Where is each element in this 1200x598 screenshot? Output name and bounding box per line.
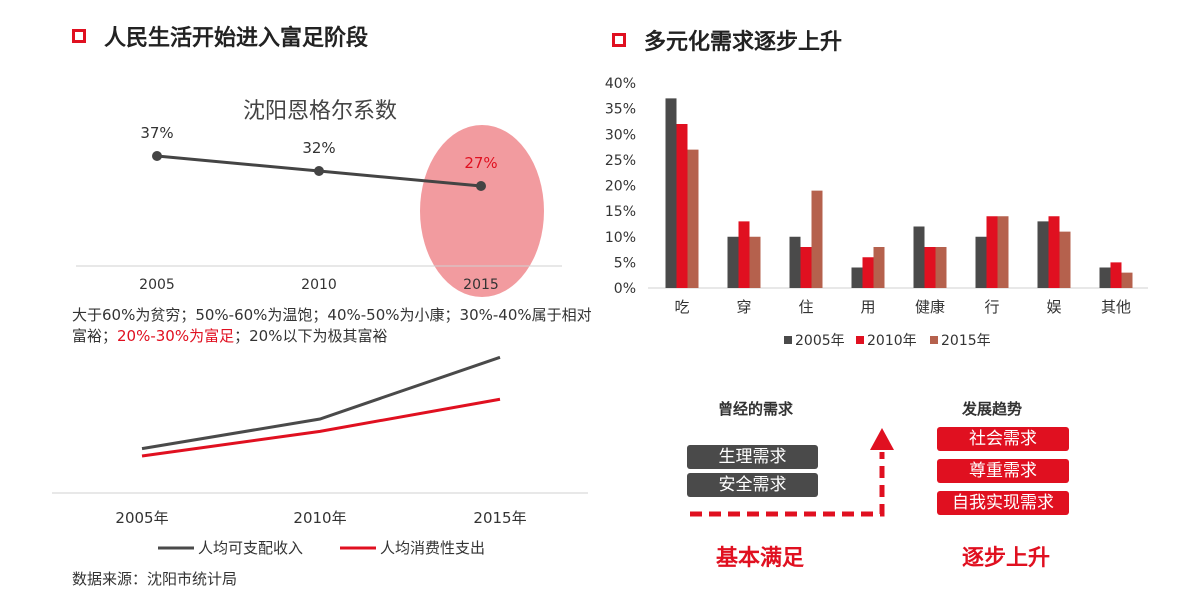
trend-arrow [690,428,894,517]
income-x-tick: 2005年 [115,509,168,527]
bar-x-tick: 其他 [1101,298,1131,316]
description-text-end: ；20%以下为极其富裕 [234,327,388,345]
need-self-actualization: 自我实现需求 [937,491,1069,515]
bar [1059,231,1071,288]
engel-description: 大于60%为贫穷；50%-60%为温饱；40%-50%为小康；30%-40%属于… [72,305,592,347]
bar-x-tick: 住 [798,298,813,316]
engel-data-label: 32% [302,139,335,157]
bar-y-tick: 25% [605,153,636,169]
engel-x-tick: 2010 [301,277,337,293]
bar-y-tick: 15% [605,204,636,220]
bar [997,216,1009,288]
bar [1099,267,1111,288]
engel-point [476,181,486,191]
description-text: 大于60%为贫穷；50%-60%为温饱；40%-50%为小康；30%-40%属于… [72,306,592,345]
bar-y-tick: 0% [614,281,636,297]
need-esteem: 尊重需求 [937,459,1069,483]
bar-y-tick: 30% [605,127,636,143]
income-series-line [141,355,501,451]
left-section-title: 人民生活开始进入富足阶段 [72,20,368,52]
square-bullet-icon [72,29,86,43]
bar-x-tick: 健康 [915,298,945,316]
bar [975,236,987,288]
arrow-up-icon [870,428,894,450]
description-highlight: 20%-30%为富足 [117,327,235,345]
bar [986,216,998,288]
bar [676,124,688,288]
bar [873,247,885,288]
bar [851,267,863,288]
bar-y-tick: 10% [605,230,636,246]
bar-x-tick: 吃 [674,298,689,316]
bar [738,221,750,288]
bar [913,226,925,288]
bar-legend-label: 2010年 [867,333,917,349]
right-title-text: 多元化需求逐步上升 [644,30,843,55]
engel-x-tick: 2005 [139,277,175,293]
bottom-right-label: 逐步上升 [962,546,1051,571]
engel-chart-title: 沈阳恩格尔系数 [243,99,397,124]
income-x-tick: 2010年 [293,509,346,527]
bar [924,247,936,288]
bar [862,257,874,288]
income-series-line [141,397,501,458]
trend-heading: 发展趋势 [962,400,1023,418]
bar [811,190,823,288]
bar-x-tick: 娱 [1046,298,1061,316]
legend-swatch [930,336,938,344]
bar [1110,262,1122,288]
bar [687,149,699,288]
bar [665,98,677,288]
bottom-left-label: 基本满足 [716,546,805,571]
engel-data-label: 27% [464,154,497,172]
legend-swatch [856,336,864,344]
engel-x-tick: 2015 [463,277,499,293]
data-source: 数据来源：沈阳市统计局 [72,570,238,588]
income-legend-label: 人均可支配收入 [198,539,303,557]
highlight-ellipse [420,125,544,297]
bar-y-tick: 35% [605,102,636,118]
bar [789,236,801,288]
bar-x-tick: 用 [860,298,875,316]
engel-chart: 沈阳恩格尔系数 37% 2005 32% 2010 27% 2015 [76,99,562,297]
engel-point [314,166,324,176]
need-physiological: 生理需求 [687,445,818,469]
square-bullet-icon [612,33,626,47]
need-social: 社会需求 [937,427,1069,451]
right-section-title: 多元化需求逐步上升 [612,24,842,56]
bar-y-tick: 20% [605,179,636,195]
bar [800,247,812,288]
bar-y-tick: 5% [614,255,636,271]
bar-x-tick: 行 [984,298,999,316]
bar [1048,216,1060,288]
left-title-text: 人民生活开始进入富足阶段 [104,26,369,51]
past-needs-heading: 曾经的需求 [718,400,794,418]
bar [1121,272,1133,288]
income-x-tick: 2015年 [473,509,526,527]
demand-bar-chart: 0% 5% 10% 15% 20% 25% 30% 35% 40% 吃 穿 住 用 健康 行 娱 其他 200… [605,76,1148,349]
bar-y-tick: 40% [605,76,636,92]
need-safety: 安全需求 [687,473,818,497]
bar [727,236,739,288]
dashed-arrow-line [690,452,885,517]
bar [1037,221,1049,288]
engel-point [152,151,162,161]
legend-swatch [784,336,792,344]
bar-x-tick: 穿 [736,298,751,316]
engel-data-label: 37% [140,124,173,142]
bar-legend-label: 2005年 [795,333,845,349]
bar [935,247,947,288]
income-legend-label: 人均消费性支出 [380,539,485,557]
income-chart: 2005年 2010年 2015年 人均可支配收入 人均消费性支出 [52,355,588,557]
bar-legend-label: 2015年 [941,333,991,349]
bar [749,236,761,288]
